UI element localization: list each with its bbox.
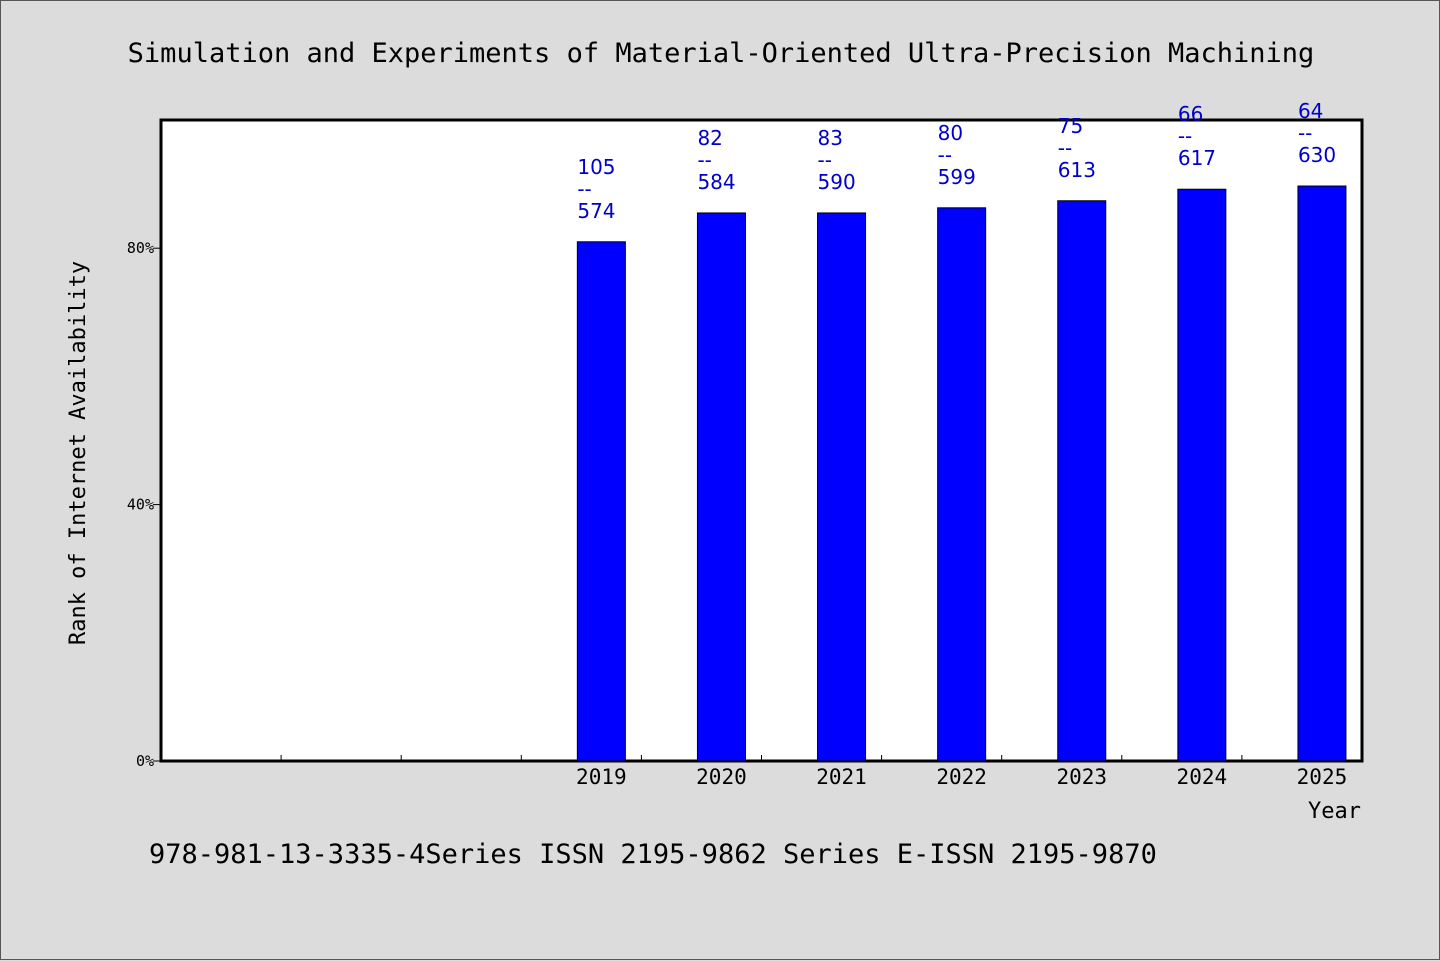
x-axis: 2019 2020 2021 2022 2023 2024 2025: [280, 755, 1348, 789]
data-label-separator: --: [697, 148, 711, 172]
y-axis-title: Rank of Internet Availability: [66, 261, 91, 645]
data-label-value: 599: [938, 165, 976, 189]
bar-series: [576, 185, 1347, 762]
x-axis-title: Year: [1308, 799, 1361, 824]
y-tick-label: 0%: [136, 752, 154, 770]
data-label-separator: --: [818, 148, 832, 172]
data-labels: 105--57482--58483--59080--59975--61366--…: [577, 99, 1336, 223]
data-label-rank: 66: [1178, 102, 1203, 126]
data-label-value: 574: [577, 199, 615, 223]
data-label-rank: 105: [577, 155, 615, 179]
data-label-rank: 83: [818, 126, 843, 150]
x-tick-label: 2023: [1056, 765, 1107, 789]
footer-text: 978-981-13-3335-4Series ISSN 2195-9862 S…: [149, 839, 1157, 870]
data-label-rank: 64: [1298, 99, 1323, 123]
x-tick-label: 2025: [1297, 765, 1348, 789]
bar: [1177, 188, 1227, 762]
plot-area: [159, 118, 1364, 763]
bar: [576, 241, 626, 762]
data-label-value: 584: [697, 170, 735, 194]
data-label-separator: --: [1058, 136, 1072, 160]
data-label-rank: 82: [697, 126, 722, 150]
data-label-value: 617: [1178, 146, 1216, 170]
y-tick-label: 80%: [127, 239, 154, 257]
x-tick-label: 2022: [936, 765, 987, 789]
x-tick-label: 2019: [576, 765, 627, 789]
data-label-value: 590: [818, 170, 856, 194]
data-label-rank: 80: [938, 121, 963, 145]
data-label-separator: --: [1298, 121, 1312, 145]
chart-title: Simulation and Experiments of Material-O…: [128, 38, 1315, 69]
y-axis: 0% 40% 80%: [127, 239, 161, 770]
data-label-separator: --: [577, 177, 591, 201]
data-label-rank: 75: [1058, 114, 1083, 138]
bar: [1057, 200, 1107, 762]
x-tick-label: 2020: [696, 765, 747, 789]
data-label-value: 613: [1058, 158, 1096, 182]
data-label-value: 630: [1298, 143, 1336, 167]
bar: [696, 212, 746, 762]
y-tick-label: 40%: [127, 496, 154, 514]
data-label-separator: --: [1178, 124, 1192, 148]
data-label-separator: --: [938, 143, 952, 167]
bar: [817, 212, 867, 762]
bar: [1297, 185, 1347, 762]
bar: [937, 207, 987, 762]
x-tick-label: 2021: [816, 765, 867, 789]
x-tick-label: 2024: [1177, 765, 1228, 789]
